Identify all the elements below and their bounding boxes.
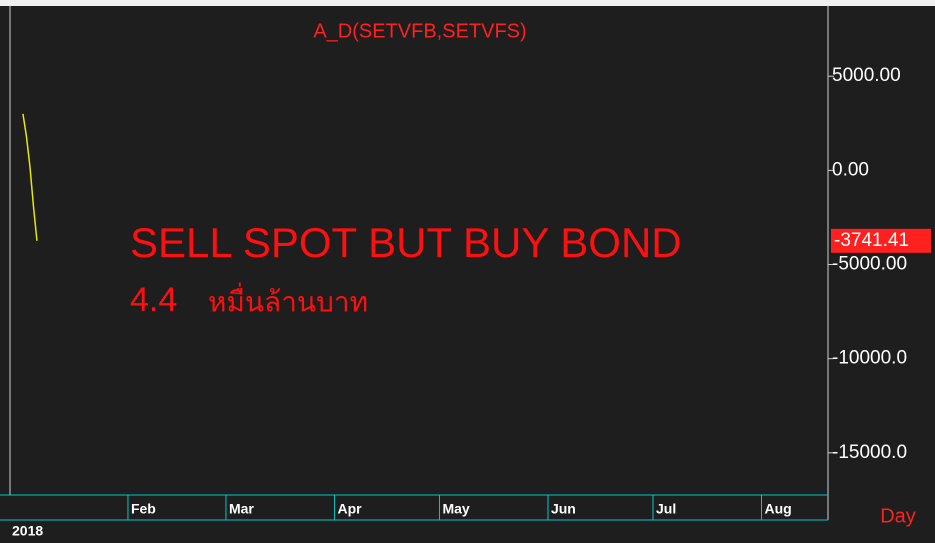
y-tick-label: -5000.00 bbox=[832, 254, 907, 275]
x-tick-label: Feb bbox=[131, 501, 156, 517]
x-tick-label: Jun bbox=[551, 501, 576, 517]
top-strip bbox=[0, 0, 935, 6]
x-tick-label: Aug bbox=[764, 501, 791, 517]
annotation: SELL SPOT BUT BUY BOND bbox=[130, 219, 682, 266]
y-tick-label: -15000.0 bbox=[832, 442, 907, 463]
line bbox=[22, 113, 38, 241]
x-tick-label: Jul bbox=[656, 501, 676, 517]
y-tick-label: 5000.00 bbox=[832, 65, 901, 86]
annotation: 4.4 bbox=[130, 281, 177, 319]
y-tick-label: -10000.0 bbox=[832, 348, 907, 369]
x-tick-label: Mar bbox=[229, 501, 254, 517]
x-unit-label: Day bbox=[880, 505, 916, 527]
last-value-box bbox=[831, 228, 931, 253]
year-label: 2018 bbox=[12, 523, 43, 539]
y-tick-label: 0.00 bbox=[832, 159, 869, 180]
annotation: หมื่นล้านบาท bbox=[208, 283, 368, 319]
last-value-label: -3741.41 bbox=[834, 230, 909, 251]
x-tick-label: Apr bbox=[337, 501, 362, 517]
chart-title: A_D(SETVFB,SETVFS) bbox=[313, 20, 526, 42]
x-tick-label: May bbox=[442, 501, 469, 517]
